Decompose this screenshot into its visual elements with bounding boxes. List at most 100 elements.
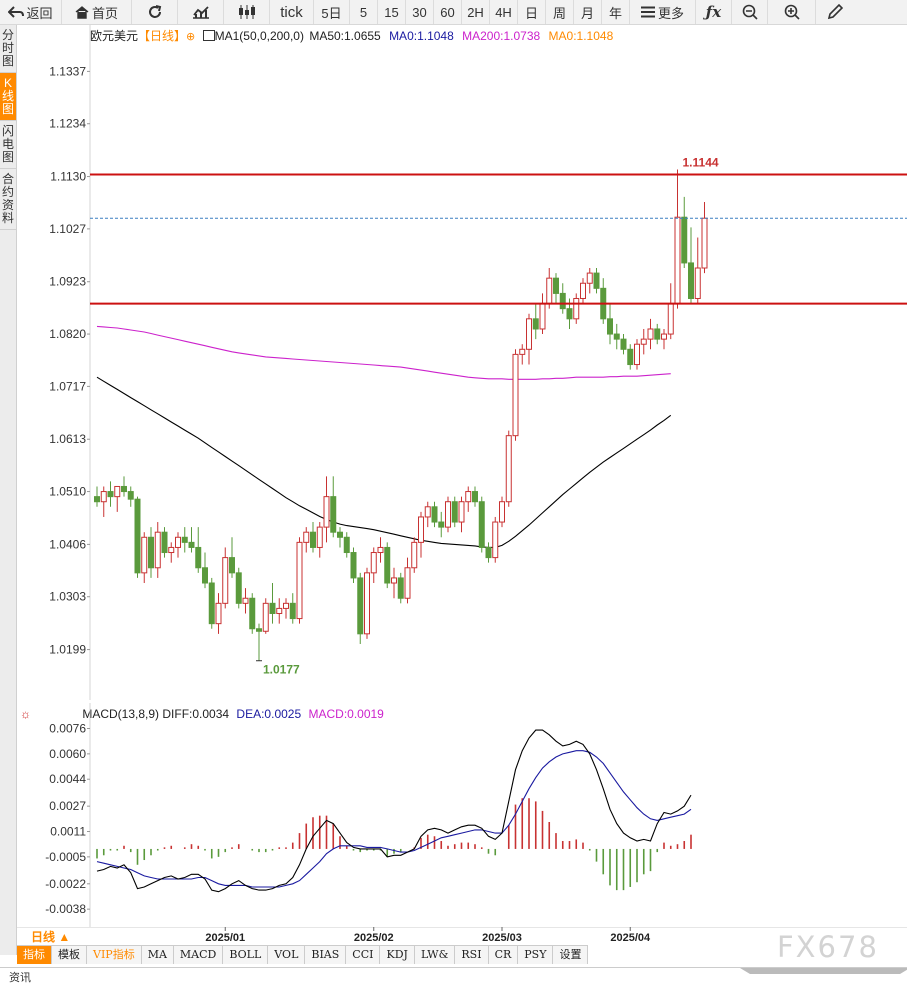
candle-body — [330, 496, 337, 533]
indicator-icon[interactable] — [202, 30, 215, 41]
y-tick-label: 0.0060 — [49, 747, 86, 761]
series-line-ma50 — [96, 376, 672, 548]
tab-label: LW& — [420, 948, 449, 961]
macd-label: MACD:0.0019 — [308, 707, 384, 721]
period-4h[interactable]: 4H — [490, 0, 518, 24]
tab-contract-info[interactable]: 合约资料 — [0, 169, 16, 230]
period-month[interactable]: 月 — [574, 0, 602, 24]
tab-label: PSY — [524, 948, 547, 961]
period-year[interactable]: 年 — [602, 0, 630, 24]
candle-body — [566, 308, 573, 320]
y-tick-label: 1.0613 — [49, 432, 86, 446]
tab-kdj[interactable]: KDJ — [380, 946, 415, 964]
tab-label: 合约资料 — [1, 172, 14, 225]
candlestick-button[interactable] — [224, 0, 270, 24]
tab-indicators[interactable]: 指标 — [17, 946, 52, 964]
candle-body — [519, 348, 526, 355]
tab-vol[interactable]: VOL — [268, 946, 306, 964]
zoom-in-button[interactable] — [768, 0, 816, 24]
back-label: 返回 — [26, 5, 53, 21]
tab-boll[interactable]: BOLL — [223, 946, 269, 964]
y-tick-label: 1.0303 — [49, 590, 86, 604]
period-2h[interactable]: 2H — [462, 0, 490, 24]
tick-button[interactable]: tick — [270, 0, 314, 24]
candle-body — [458, 501, 465, 523]
ma0b-label: MA0:1.1048 — [548, 29, 614, 43]
ma1-label: MA1(50,0,200,0) — [214, 29, 304, 43]
tab-label: K线图 — [1, 76, 14, 116]
candle-body — [701, 217, 708, 269]
period-week[interactable]: 周 — [546, 0, 574, 24]
candle-body — [215, 602, 222, 625]
candle-body — [370, 552, 377, 574]
candle-body — [296, 541, 303, 620]
zoom-out-button[interactable] — [732, 0, 768, 24]
back-arrow-icon — [8, 6, 25, 18]
y-tick-label: 1.0406 — [49, 537, 86, 551]
candle-body — [580, 282, 586, 299]
tab-flash-chart[interactable]: 闪电图 — [0, 121, 16, 169]
y-tick-label: -0.0005 — [45, 850, 86, 864]
candle-body — [195, 546, 202, 569]
line-chart-button[interactable] — [178, 0, 224, 24]
tab-settings[interactable]: 设置 — [553, 946, 589, 964]
period-label: 5 — [359, 4, 368, 20]
tab-vip-indicators[interactable]: VIP指标 — [87, 946, 142, 964]
period-label: 2H — [467, 4, 484, 20]
period-5[interactable]: 5 — [350, 0, 378, 24]
period-15[interactable]: 15 — [378, 0, 406, 24]
more-button[interactable]: 更多 — [630, 0, 696, 24]
candle-body — [100, 491, 107, 503]
settings-icon[interactable]: ⊕ — [186, 31, 196, 43]
candle-body — [377, 546, 384, 554]
period-day[interactable]: 日 — [518, 0, 546, 24]
tab-lw[interactable]: LW& — [415, 946, 456, 964]
candle-body — [222, 557, 229, 604]
period-30[interactable]: 30 — [406, 0, 434, 24]
tab-kline-chart[interactable]: K线图 — [0, 73, 16, 121]
tab-time-chart[interactable]: 分时图 — [0, 25, 16, 73]
tab-cci[interactable]: CCI — [346, 946, 381, 964]
candle-body — [620, 338, 627, 350]
period-selector[interactable]: 日线 ▲ — [31, 929, 70, 944]
period-5d[interactable]: 5日 — [314, 0, 350, 24]
draw-button[interactable] — [816, 0, 854, 24]
news-tab[interactable]: 资讯 — [9, 972, 31, 984]
tab-templates[interactable]: 模板 — [52, 946, 87, 964]
home-icon — [75, 5, 89, 19]
resize-handle-icon[interactable] — [740, 968, 907, 974]
tab-label: CR — [494, 948, 512, 961]
period-name: 【日线】 — [138, 29, 187, 43]
candle-body — [256, 628, 262, 632]
tab-cr[interactable]: CR — [489, 946, 519, 964]
period-label: 日 — [524, 5, 538, 21]
home-button[interactable]: 首页 — [62, 0, 132, 24]
tab-rsi[interactable]: RSI — [455, 946, 489, 964]
candle-body — [323, 496, 330, 528]
tab-label: 指标 — [23, 948, 45, 961]
candle-body — [168, 546, 175, 554]
candle-body — [175, 536, 181, 548]
low-label: 1.0177 — [263, 663, 300, 677]
back-button[interactable]: 返回 — [0, 0, 62, 24]
candle-body — [438, 521, 445, 528]
tab-label: MA — [147, 948, 167, 961]
zoom-out-icon — [742, 4, 758, 20]
refresh-icon — [148, 5, 161, 18]
formula-button[interactable]: ƒx — [696, 0, 732, 24]
tab-bias[interactable]: BIAS — [305, 946, 347, 964]
sun-icon[interactable]: ☼ — [20, 707, 31, 721]
tab-ma[interactable]: MA — [142, 946, 174, 964]
candle-body — [289, 602, 296, 620]
tab-label: VOL — [274, 948, 299, 961]
main-price-chart[interactable]: 1.1337 1.1234 1.1130 1.1027 1.0923 1.0820 1.07… — [17, 25, 907, 700]
refresh-button[interactable] — [132, 0, 178, 24]
period-60[interactable]: 60 — [434, 0, 462, 24]
candle-body — [499, 501, 505, 523]
candle-body — [613, 333, 620, 340]
candle-body — [634, 343, 640, 366]
tab-psy[interactable]: PSY — [518, 946, 554, 964]
tab-macd[interactable]: MACD — [174, 946, 224, 964]
more-label: 更多 — [657, 5, 684, 21]
candle-body — [94, 496, 100, 503]
